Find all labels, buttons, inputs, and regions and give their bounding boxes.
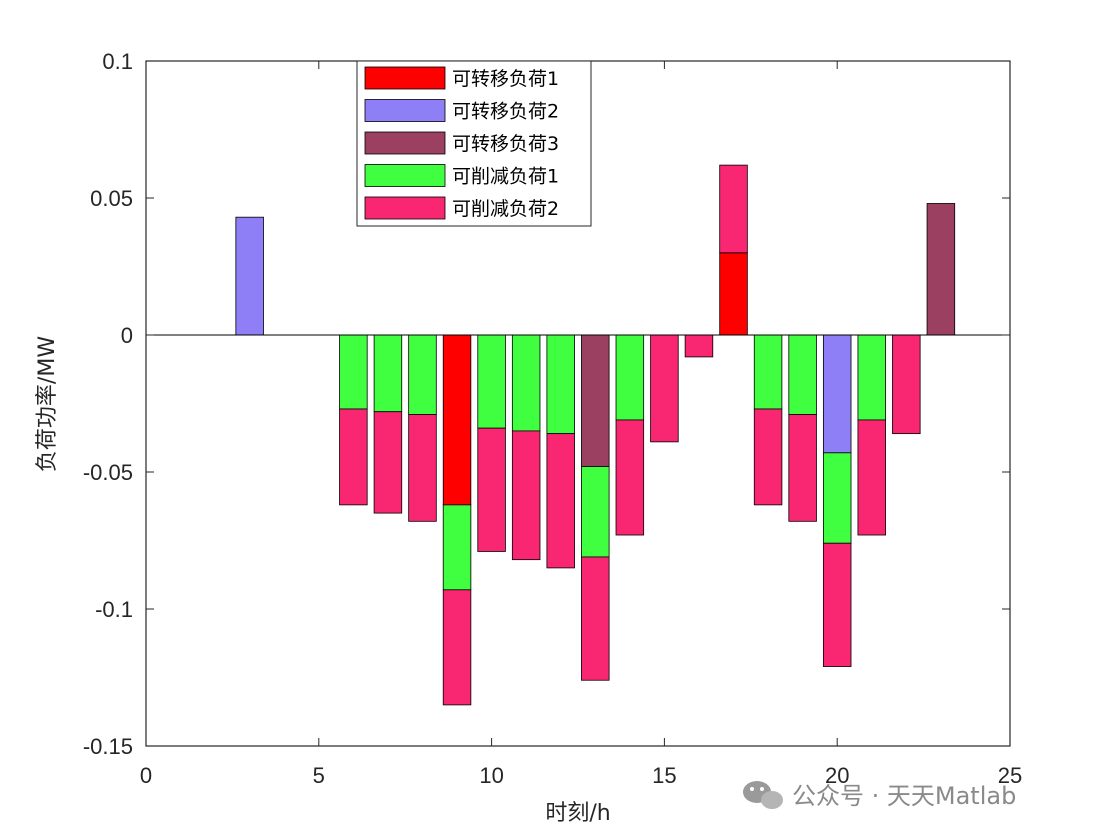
legend-swatch — [364, 164, 446, 187]
x-tick-label: 10 — [479, 763, 503, 788]
bar-segment — [546, 334, 575, 435]
legend-label: 可转移负荷1 — [452, 68, 559, 90]
legend: 可转移负荷1 可转移负荷2 可转移负荷3 可削减负荷1 可削减负荷2 — [356, 60, 592, 227]
bar-segment — [892, 334, 921, 435]
legend-swatch — [364, 99, 446, 122]
x-tick-label: 20 — [825, 763, 849, 788]
x-tick-label: 0 — [140, 763, 152, 788]
bar-segment — [546, 433, 575, 569]
bar-segment — [408, 334, 437, 415]
bar-segment — [581, 334, 610, 467]
bar-segment — [581, 556, 610, 681]
bar-segment — [822, 542, 852, 667]
legend-swatch — [364, 131, 446, 155]
x-axis-label: 时刻/h — [545, 801, 610, 826]
bar-segment — [926, 203, 956, 336]
bar-segment — [615, 334, 645, 421]
bar-segment — [650, 334, 679, 443]
y-tick-label: 0.05 — [90, 186, 133, 211]
y-tick-label: -0.1 — [95, 597, 133, 622]
bar-segment — [719, 164, 748, 254]
y-tick-label: 0.1 — [102, 49, 133, 74]
y-tick-label: 0 — [121, 323, 133, 348]
bar-segment — [373, 411, 403, 514]
legend-label: 可削减负荷1 — [452, 166, 559, 188]
bar-segment — [822, 334, 852, 454]
bar-segment — [511, 430, 541, 561]
ticks-layer: 0 5 10 15 20 25 0.1 0.05 0 -0.05 -0.1 -0.15 — [83, 49, 1022, 788]
bar-segment — [442, 334, 472, 506]
x-tick-label: 5 — [313, 763, 325, 788]
bar-segment — [408, 414, 437, 522]
bar-segment — [477, 334, 506, 429]
x-tick-label: 15 — [652, 763, 676, 788]
y-tick-label: -0.05 — [83, 460, 133, 485]
bar-segment — [719, 252, 748, 336]
legend-label: 可转移负荷3 — [452, 133, 559, 155]
bar-segment — [822, 452, 852, 544]
bar-segment — [753, 408, 783, 506]
bar-segment — [615, 419, 645, 536]
bar-segment — [477, 427, 506, 552]
bar-segment — [339, 408, 368, 506]
legend-label: 可削减负荷2 — [452, 198, 559, 220]
bar-segment — [857, 334, 886, 421]
legend-label: 可转移负荷2 — [452, 101, 559, 123]
bars-layer — [235, 164, 956, 706]
bar-segment — [442, 589, 472, 706]
watermark-text: 公众号 · 天天Matlab — [792, 782, 1016, 810]
legend-swatch — [364, 196, 446, 220]
y-tick-label: -0.15 — [83, 734, 133, 759]
bar-segment — [788, 414, 817, 522]
y-axis-label: 负荷功率/MW — [35, 336, 60, 472]
bar-segment — [235, 216, 264, 336]
bar-segment — [373, 334, 403, 413]
bar-segment — [581, 466, 610, 558]
bar-segment — [511, 334, 541, 432]
watermark: 公众号 · 天天Matlab — [743, 781, 1016, 810]
bar-segment — [442, 504, 472, 591]
legend-swatch — [364, 66, 446, 90]
bar-segment — [753, 334, 783, 410]
bar-segment — [857, 419, 886, 536]
wechat-icon — [743, 781, 783, 809]
bar-segment — [684, 334, 714, 358]
bar-segment — [339, 334, 368, 410]
bar-segment — [788, 334, 817, 415]
x-tick-label: 25 — [998, 763, 1022, 788]
